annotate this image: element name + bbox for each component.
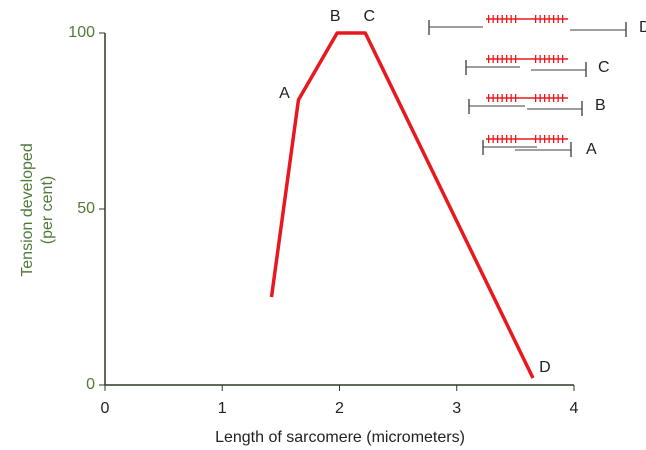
y-axis-label: (per cent) — [39, 176, 56, 244]
y-tick-label: 50 — [77, 200, 95, 217]
point-label: B — [330, 8, 341, 25]
point-label: C — [364, 8, 376, 25]
x-tick-label: 4 — [570, 400, 579, 417]
x-tick-label: 3 — [452, 400, 461, 417]
x-tick-label: 0 — [101, 400, 110, 417]
sarcomere-diagrams: D C B A — [428, 15, 646, 158]
x-tick-label: 1 — [218, 400, 227, 417]
diagram-label: B — [595, 97, 606, 114]
data-line — [269, 31, 535, 379]
diagram-label: A — [586, 141, 597, 158]
diagram-label: D — [639, 19, 646, 36]
point-label: A — [279, 85, 290, 102]
x-tick-label: 2 — [335, 400, 344, 417]
diagram-label: C — [598, 59, 610, 76]
y-axis-label: Tension developed — [19, 143, 36, 276]
y-tick-label: 100 — [68, 24, 95, 41]
point-label: D — [539, 359, 551, 376]
x-axis-label: Length of sarcomere (micrometers) — [215, 429, 465, 446]
y-tick-label: 0 — [86, 376, 95, 393]
